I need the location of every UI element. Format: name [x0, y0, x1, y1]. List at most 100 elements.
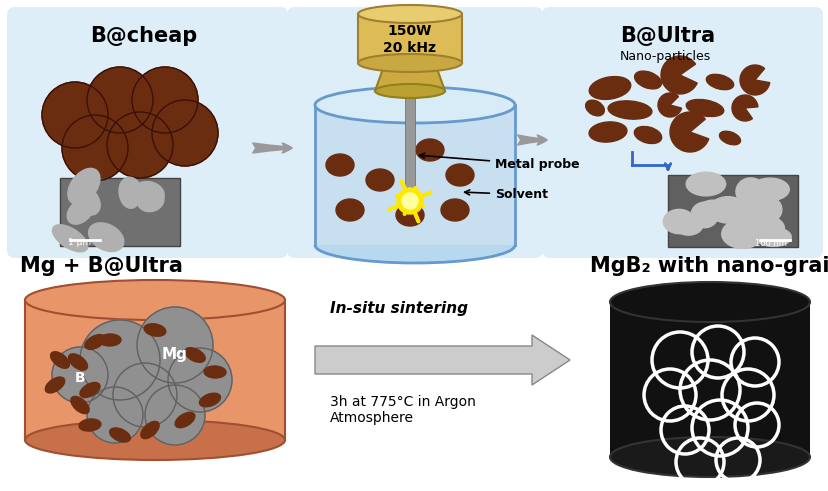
Ellipse shape — [365, 169, 393, 191]
Ellipse shape — [585, 100, 604, 116]
Ellipse shape — [200, 393, 220, 407]
Ellipse shape — [662, 209, 694, 234]
Text: B@Ultra: B@Ultra — [619, 26, 715, 46]
FancyBboxPatch shape — [286, 7, 542, 258]
Ellipse shape — [69, 354, 88, 370]
Ellipse shape — [73, 186, 100, 215]
Circle shape — [137, 307, 213, 383]
Ellipse shape — [445, 164, 474, 186]
Ellipse shape — [589, 77, 630, 100]
Ellipse shape — [204, 366, 226, 378]
Ellipse shape — [396, 204, 423, 226]
Bar — [405, 91, 415, 206]
Ellipse shape — [697, 200, 727, 221]
Polygon shape — [374, 63, 445, 91]
Ellipse shape — [755, 227, 790, 246]
FancyBboxPatch shape — [7, 7, 287, 258]
Wedge shape — [739, 65, 769, 95]
Bar — [315, 105, 514, 245]
Ellipse shape — [79, 382, 100, 398]
Ellipse shape — [51, 352, 70, 368]
Wedge shape — [660, 56, 696, 94]
Ellipse shape — [141, 421, 159, 438]
Ellipse shape — [731, 202, 762, 224]
Ellipse shape — [137, 189, 164, 212]
Ellipse shape — [749, 178, 788, 201]
Ellipse shape — [744, 223, 784, 239]
Text: 1 μm: 1 μm — [68, 238, 91, 247]
Ellipse shape — [109, 428, 130, 442]
Text: B@cheap: B@cheap — [90, 26, 197, 46]
Text: MgB₂ with nano-grains: MgB₂ with nano-grains — [590, 256, 828, 276]
Text: Metal probe: Metal probe — [419, 153, 579, 171]
Ellipse shape — [99, 334, 121, 346]
Ellipse shape — [46, 377, 65, 393]
Wedge shape — [657, 93, 681, 117]
Ellipse shape — [358, 5, 461, 23]
Ellipse shape — [607, 101, 651, 119]
Ellipse shape — [673, 215, 702, 235]
FancyBboxPatch shape — [542, 7, 822, 258]
Ellipse shape — [744, 216, 783, 241]
Circle shape — [42, 82, 108, 148]
Ellipse shape — [440, 199, 469, 221]
Ellipse shape — [25, 420, 285, 460]
Bar — [358, 14, 461, 63]
Text: Mg + B@Ultra: Mg + B@Ultra — [20, 256, 183, 276]
Ellipse shape — [397, 188, 422, 214]
Ellipse shape — [132, 182, 164, 207]
Ellipse shape — [335, 199, 363, 221]
Ellipse shape — [402, 193, 417, 209]
Text: 150W
20 kHz: 150W 20 kHz — [383, 25, 436, 55]
Ellipse shape — [633, 127, 661, 143]
Ellipse shape — [691, 202, 717, 228]
Text: Mg: Mg — [161, 348, 188, 362]
Polygon shape — [609, 302, 809, 457]
Bar — [60, 178, 180, 246]
Ellipse shape — [709, 197, 746, 223]
Ellipse shape — [119, 177, 141, 208]
Ellipse shape — [185, 348, 205, 362]
Ellipse shape — [68, 168, 100, 204]
Ellipse shape — [144, 324, 166, 336]
Text: B: B — [75, 371, 85, 385]
Text: Nano-particles: Nano-particles — [619, 50, 710, 63]
Ellipse shape — [119, 177, 142, 204]
Circle shape — [113, 363, 177, 427]
Text: In-situ sintering: In-situ sintering — [330, 301, 468, 316]
Ellipse shape — [67, 198, 94, 224]
Circle shape — [132, 67, 198, 133]
Ellipse shape — [609, 282, 809, 322]
Circle shape — [145, 385, 205, 445]
Ellipse shape — [358, 54, 461, 72]
Text: Solvent: Solvent — [464, 188, 547, 201]
Bar — [667, 175, 797, 247]
Ellipse shape — [705, 74, 733, 90]
Circle shape — [62, 115, 128, 181]
Text: 3h at 775°C in Argon
Atmosphere: 3h at 775°C in Argon Atmosphere — [330, 395, 475, 425]
Ellipse shape — [719, 131, 739, 145]
Circle shape — [52, 347, 108, 403]
FancyArrow shape — [315, 335, 570, 385]
Ellipse shape — [175, 412, 195, 428]
Circle shape — [152, 100, 218, 166]
Ellipse shape — [744, 195, 781, 224]
Ellipse shape — [52, 225, 88, 252]
Circle shape — [80, 320, 160, 400]
Text: 100 nm: 100 nm — [754, 239, 786, 248]
Circle shape — [87, 67, 153, 133]
Ellipse shape — [89, 223, 123, 251]
Ellipse shape — [686, 172, 724, 196]
Ellipse shape — [633, 71, 661, 89]
Ellipse shape — [589, 122, 626, 142]
Ellipse shape — [315, 227, 514, 263]
Ellipse shape — [416, 139, 444, 161]
Ellipse shape — [71, 396, 89, 413]
Polygon shape — [25, 300, 285, 440]
Ellipse shape — [609, 437, 809, 477]
Ellipse shape — [79, 419, 101, 431]
Ellipse shape — [84, 335, 105, 350]
Circle shape — [107, 112, 173, 178]
Ellipse shape — [374, 84, 445, 98]
Wedge shape — [669, 112, 708, 152]
